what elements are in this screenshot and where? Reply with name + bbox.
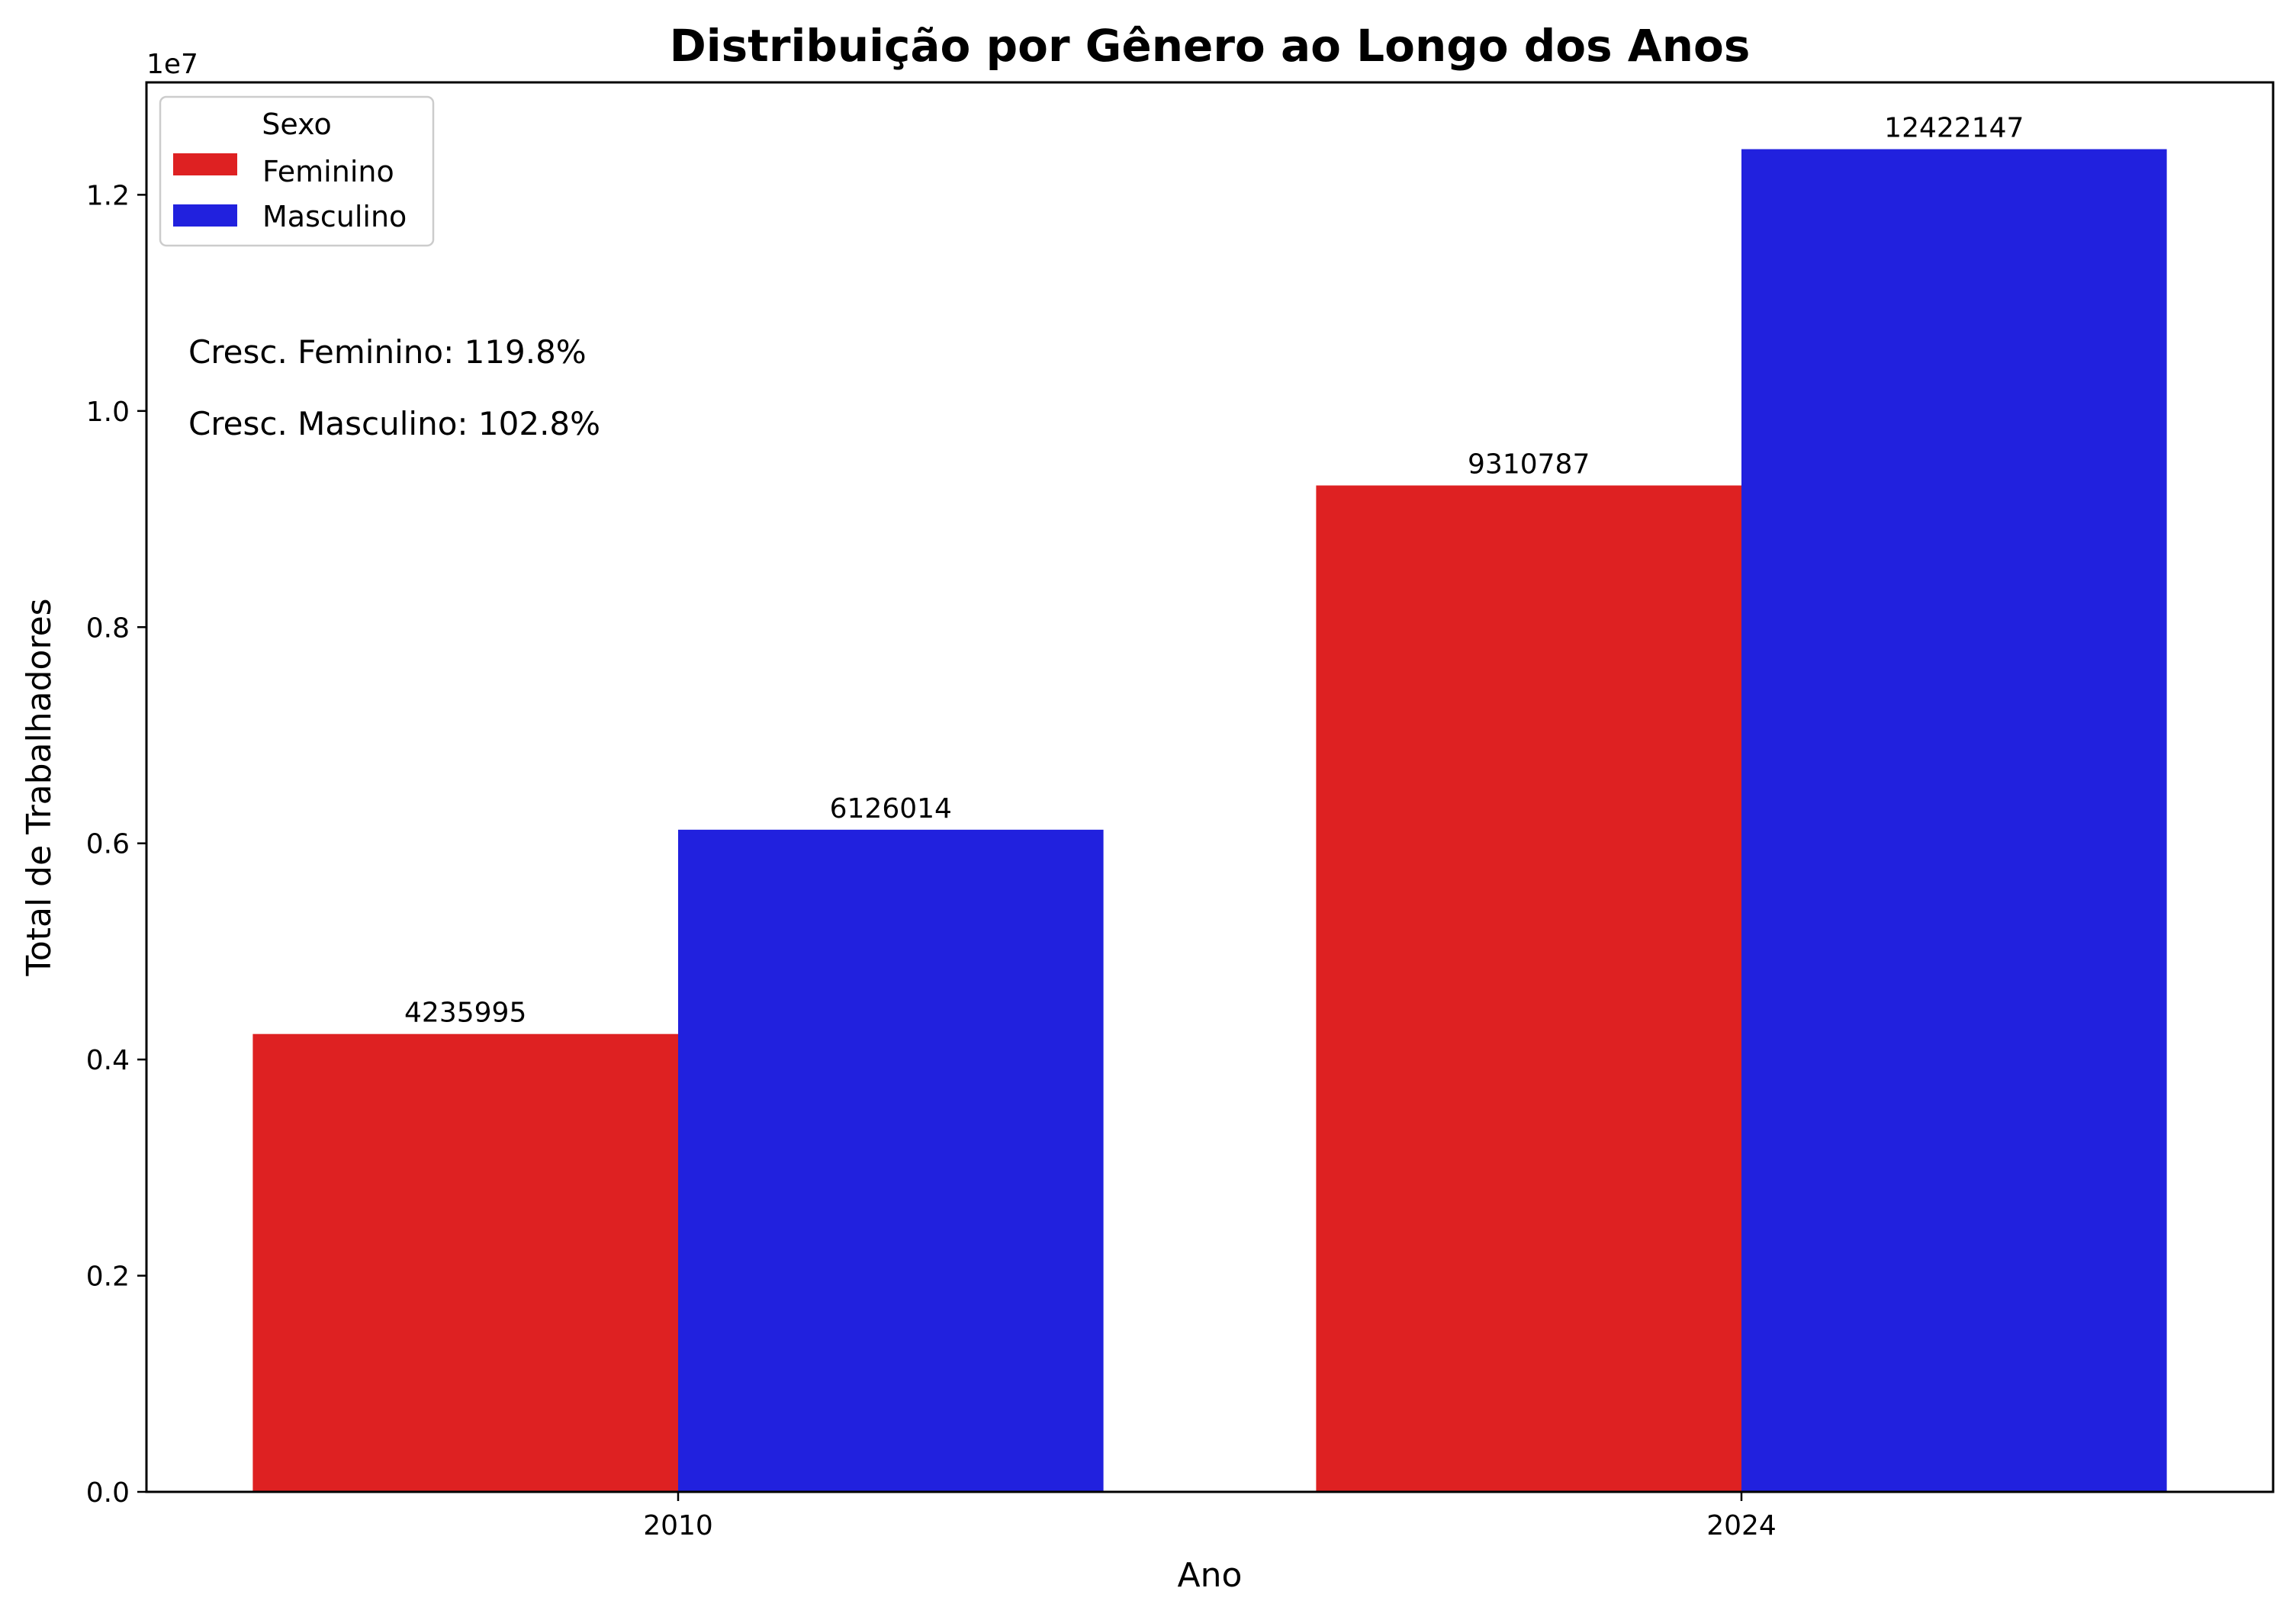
annotation-masculine-growth: Cresc. Masculino: 102.8%	[188, 405, 600, 442]
y-tick-label: 0.8	[86, 612, 130, 644]
x-tick-label-2010: 2010	[643, 1510, 713, 1541]
legend-label-masculino: Masculino	[262, 200, 407, 233]
y-tick-label: 0.2	[86, 1262, 130, 1293]
plot-area-frame	[145, 81, 2275, 1493]
bar-masculino-2024	[1741, 149, 2167, 1492]
bar-label-masculino-2024: 12422147	[1884, 113, 2024, 144]
y-tick-label: 0.0	[86, 1477, 130, 1509]
bar-feminino-2010	[252, 1033, 678, 1492]
x-axis-label: Ano	[1178, 1556, 1243, 1595]
legend-swatch-masculino	[173, 204, 237, 227]
annotation-feminine-growth: Cresc. Feminino: 119.8%	[188, 333, 587, 371]
bar-label-masculino-2010: 6126014	[830, 793, 952, 824]
bar-masculino-2010	[678, 829, 1104, 1492]
x-axis: 2010 2024	[643, 1492, 1777, 1541]
bars-layer	[252, 149, 2167, 1492]
bar-label-feminino-2010: 4235995	[404, 998, 526, 1029]
y-tick-label: 1.2	[86, 180, 130, 211]
bar-labels-layer: 4235995 6126014 9310787 12422147	[404, 113, 2024, 1029]
y-axis-label: Total de Trabalhadores	[20, 598, 59, 976]
y-tick-label: 0.6	[86, 829, 130, 860]
chart-title: Distribuição por Gênero ao Longo dos Ano…	[670, 20, 1751, 72]
y-axis: 0.0 0.2 0.4 0.6 0.8 1.0 1.2	[86, 180, 146, 1509]
y-tick-label: 1.0	[86, 397, 130, 428]
y-axis-offset-label: 1e7	[146, 49, 198, 80]
bar-label-feminino-2024: 9310787	[1468, 448, 1590, 480]
legend-label-feminino: Feminino	[262, 155, 394, 188]
y-tick-label: 0.4	[86, 1045, 130, 1076]
legend: Sexo Feminino Masculino	[159, 95, 435, 247]
bar-feminino-2024	[1316, 485, 1741, 1492]
annotations: Cresc. Feminino: 119.8% Cresc. Masculino…	[188, 333, 600, 442]
legend-title: Sexo	[262, 108, 331, 141]
x-tick-label-2024: 2024	[1706, 1510, 1777, 1541]
legend-swatch-feminino	[173, 153, 237, 175]
